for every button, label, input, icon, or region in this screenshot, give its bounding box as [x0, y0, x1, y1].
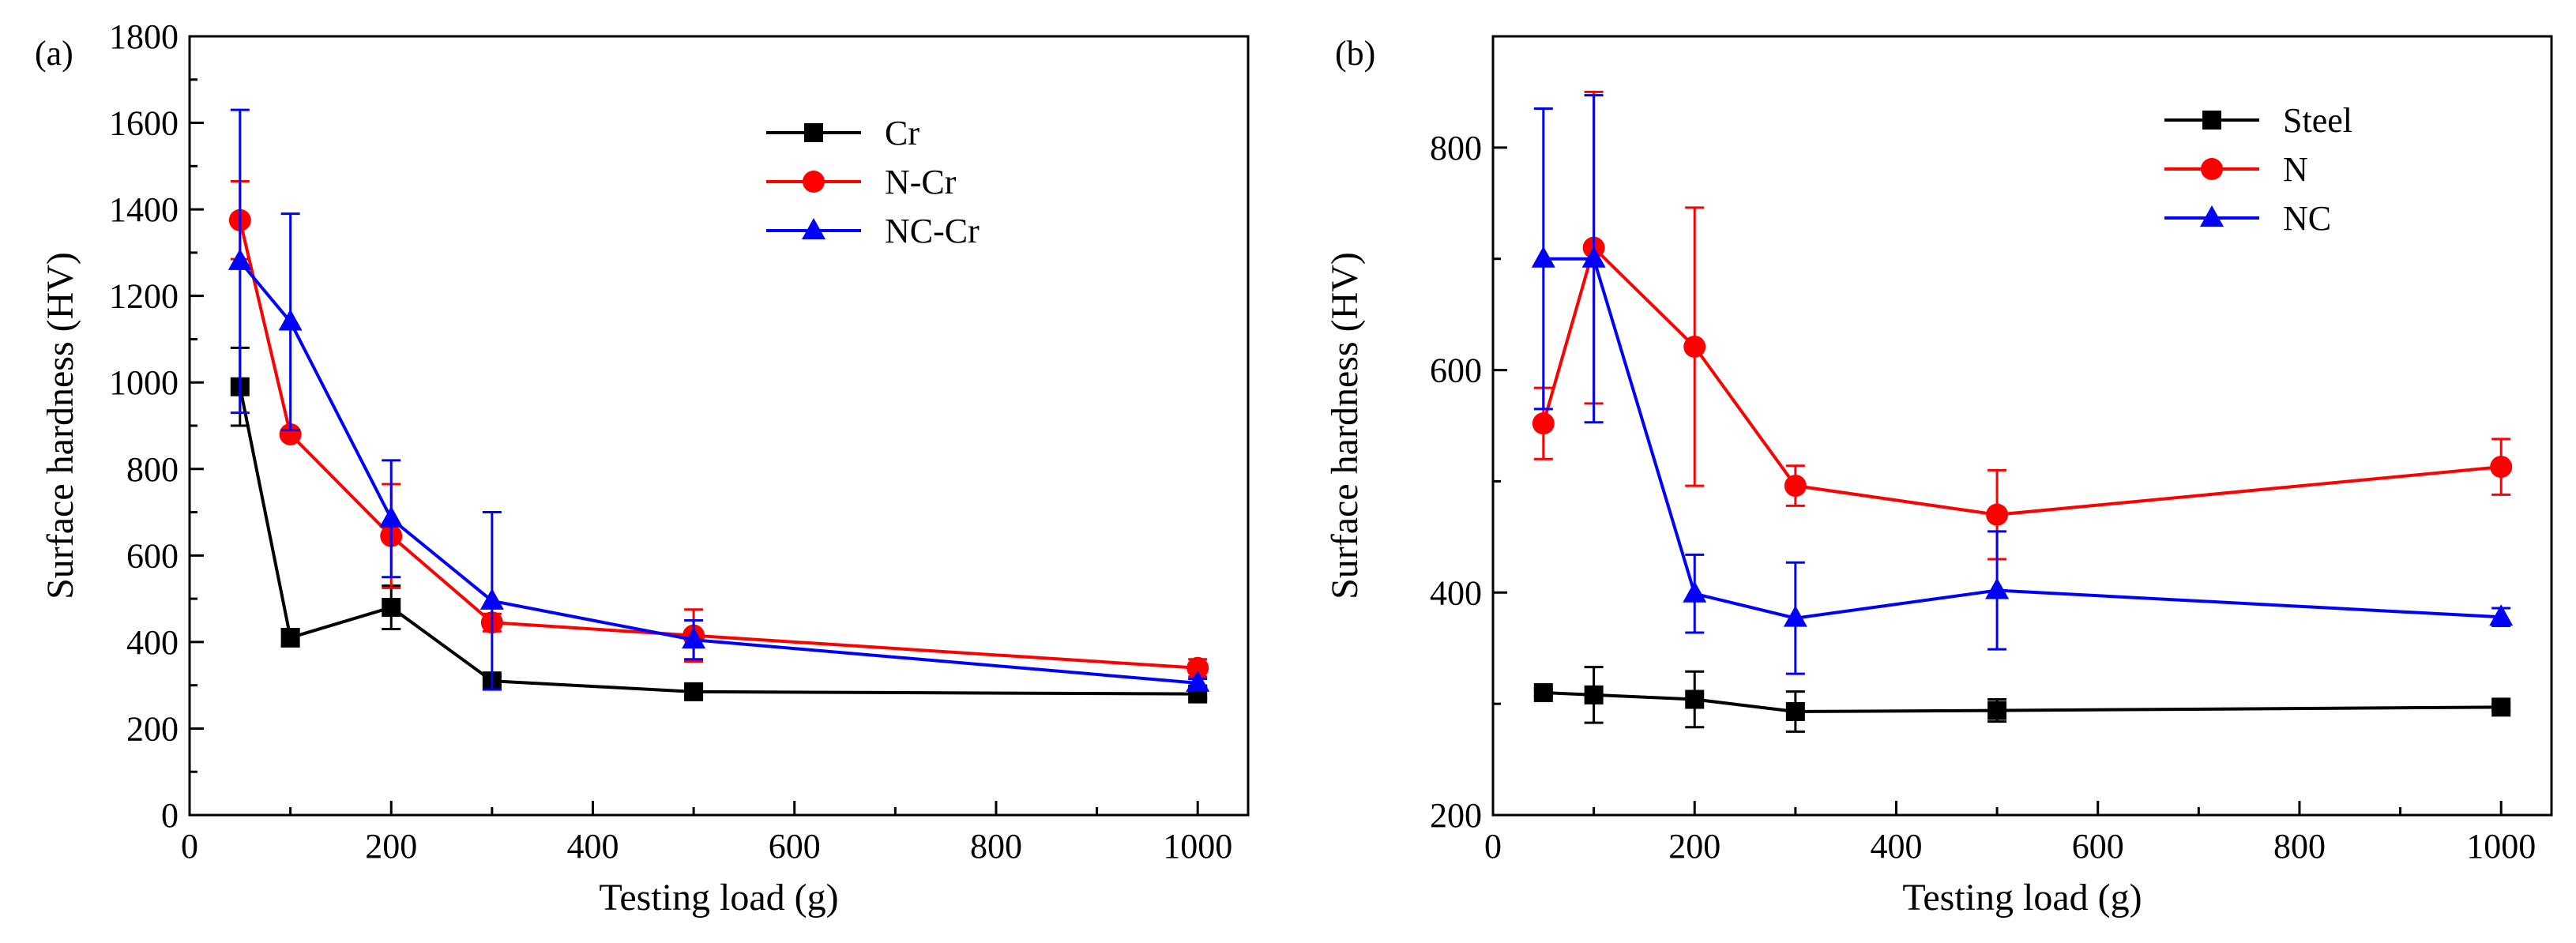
panel-a-y-tick-label: 1400 [109, 190, 179, 229]
panel-b-steel-point [1785, 702, 1805, 722]
panel-b-steel-point [1685, 689, 1705, 709]
panel-a-nc-cr-point [479, 588, 504, 610]
panel-a-y-tick-label: 400 [126, 623, 179, 662]
panel-b-steel-point [2491, 697, 2511, 717]
panel-b-x-axis-title: Testing load (g) [1902, 877, 2142, 919]
panel-b-x-tick-label: 1000 [2466, 827, 2536, 866]
panel-b-steel-point [1584, 685, 1604, 704]
panel-a-cr-point [684, 682, 704, 701]
panel-a-y-tick-label: 1600 [109, 104, 179, 143]
panel-b-y-tick-label: 200 [1430, 796, 1482, 835]
panel-b-y-axis-title: Surface hardness (HV) [1324, 252, 1366, 599]
panel-b-nc-point [1985, 577, 2010, 599]
panel-b-x-tick-label: 400 [1870, 827, 1922, 866]
panel-a-nc-cr-point [379, 505, 404, 528]
panel-a-cr-point [280, 628, 300, 648]
panel-b-y-tick-label: 600 [1430, 351, 1482, 390]
panel-b-legend-n-label: N [2283, 150, 2308, 189]
panel-a-y-tick-label: 0 [161, 796, 179, 835]
panel-a-legend-nc-cr-label: NC-Cr [885, 212, 980, 250]
panel-b-steel-point [1987, 701, 2007, 720]
panel-a-y-tick-label: 200 [126, 709, 179, 748]
panel-b-steel-point [1533, 683, 1553, 703]
panel-b-y-tick-label: 400 [1430, 573, 1482, 612]
panel-a-nc-cr-point [278, 309, 303, 331]
panel-a-cr-point [382, 598, 401, 618]
panel-a-y-tick-label: 800 [126, 450, 179, 489]
panel-a-legend-cr-label: Cr [885, 114, 919, 152]
panel-b-nc-point [1581, 246, 1606, 268]
panel-b-n-point [1683, 335, 1706, 358]
panel-b-label: (b) [1335, 34, 1375, 73]
panel-b-nc-point [1783, 605, 1807, 627]
panel-a-x-tick-label: 600 [769, 827, 821, 866]
panel-a-x-axis-title: Testing load (g) [599, 877, 838, 919]
panel-a-y-tick-label: 600 [126, 536, 179, 575]
panel-a-legend-n-cr-label: N-Cr [885, 163, 957, 201]
panel-b-x-tick-label: 200 [1668, 827, 1720, 866]
panel-a-x-tick-label: 1000 [1163, 827, 1232, 866]
panel-a-nc-cr-line [239, 260, 1198, 685]
panel-a-x-tick-label: 0 [181, 827, 198, 866]
panel-b-x-tick-label: 600 [2072, 827, 2124, 866]
panel-b-nc-point [1683, 580, 1707, 603]
panel-b-n-point [1532, 412, 1555, 435]
panel-a-nc-cr-point [1186, 670, 1210, 692]
panel-b-legend-n-marker [2201, 158, 2223, 180]
panel-b-nc-point [2489, 604, 2514, 626]
panel-b-n-point [1784, 475, 1807, 498]
panel-a-legend-nc-cr-marker [802, 218, 825, 239]
panel-a-label: (a) [35, 34, 73, 73]
panel-b-x-tick-label: 0 [1484, 827, 1502, 866]
panel-a-x-tick-label: 400 [566, 827, 619, 866]
panel-b-nc-line [1543, 257, 2502, 620]
panel-a-y-tick-label: 1800 [109, 17, 179, 56]
panel-b-legend-steel-label: Steel [2283, 101, 2352, 140]
panel-a-n-cr-point [1186, 656, 1209, 679]
panel-b-n-point [2490, 456, 2513, 479]
panel-a-n-cr-line [238, 220, 1198, 670]
panel-a-y-tick-label: 1200 [109, 277, 179, 316]
panel-a-legend-n-cr-marker [803, 171, 825, 193]
panel-a-chart: 0 200 400 600 800 1000 0 200 400 600 800 1000 1200 14… [35, 17, 1250, 919]
panel-a-n-cr-point [279, 423, 302, 445]
panel-a-y-tick-label: 1000 [109, 363, 179, 402]
panel-b-frame [1491, 35, 2553, 817]
panel-a-nc-cr-point [682, 627, 706, 649]
panel-b-legend-steel-marker [2202, 111, 2221, 130]
panel-a-legend-cr-marker [804, 123, 823, 142]
panel-b-x-tick-label: 800 [2273, 827, 2326, 866]
panel-b-n-line [1541, 244, 2502, 517]
panel-a-nc-cr-point [228, 248, 252, 270]
panel-a-y-axis-title: Surface hardness (HV) [39, 252, 81, 599]
panel-a-frame [188, 35, 1250, 817]
panel-a-x-tick-label: 200 [365, 827, 417, 866]
panel-b-n-point [1986, 503, 2009, 526]
panel-b-nc-point [1531, 246, 1555, 268]
panel-b-legend-nc-label: NC [2283, 199, 2331, 238]
panel-a-cr-line [238, 386, 1198, 696]
panel-b-legend-nc-marker [2200, 205, 2224, 227]
panel-a-x-tick-label: 800 [970, 827, 1022, 866]
panel-b-y-tick-label: 800 [1430, 129, 1482, 167]
